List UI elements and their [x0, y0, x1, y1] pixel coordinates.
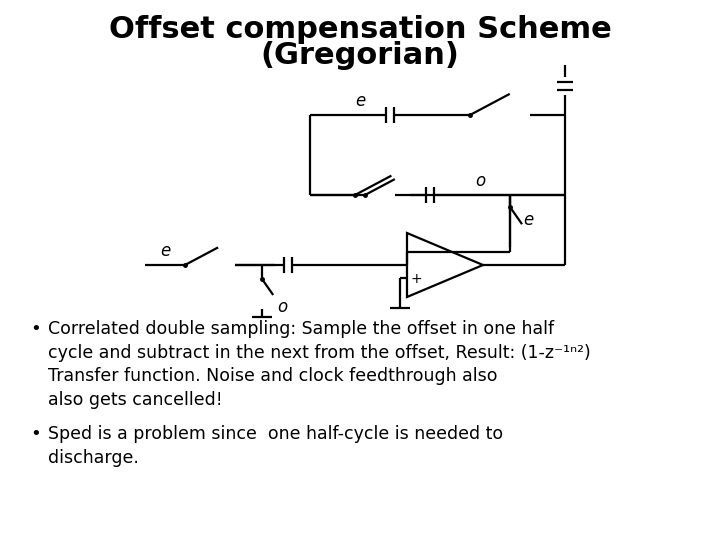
Text: $-$: $-$ — [410, 244, 422, 258]
Text: $+$: $+$ — [410, 272, 422, 286]
Text: e: e — [523, 211, 533, 229]
Text: Correlated double sampling: Sample the offset in one half
cycle and subtract in : Correlated double sampling: Sample the o… — [48, 320, 590, 409]
Text: e: e — [160, 242, 170, 260]
Text: Offset compensation Scheme: Offset compensation Scheme — [109, 16, 611, 44]
Text: o: o — [475, 172, 485, 190]
Text: •: • — [30, 320, 41, 338]
Text: e: e — [355, 92, 365, 110]
Text: (Gregorian): (Gregorian) — [261, 42, 459, 71]
Text: Sped is a problem since  one half-cycle is needed to
discharge.: Sped is a problem since one half-cycle i… — [48, 425, 503, 467]
Text: o: o — [277, 298, 287, 316]
Text: •: • — [30, 425, 41, 443]
